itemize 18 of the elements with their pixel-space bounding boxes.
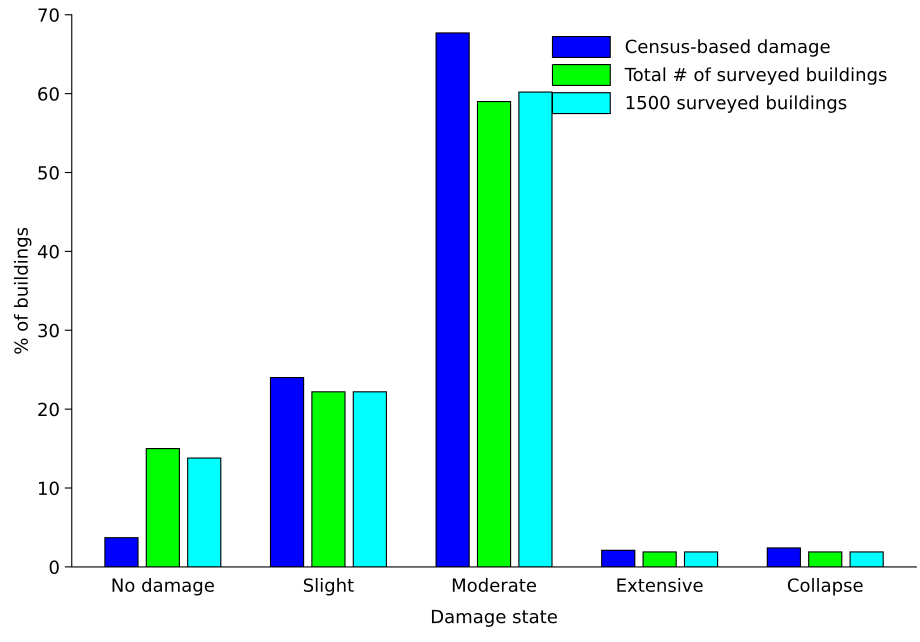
x-tick-label: Moderate (452, 578, 536, 592)
y-tick-label: 60 (38, 87, 59, 101)
x-tick-label: Extensive (617, 578, 703, 592)
legend-label: 1500 surveyed buildings (626, 95, 846, 113)
x-tick-label: Collapse (788, 578, 863, 596)
x-tick-label: Slight (304, 578, 354, 596)
x-axis-title: Damage state (432, 610, 557, 627)
y-tick-label: 0 (50, 560, 59, 574)
y-tick-label: 70 (38, 8, 59, 22)
y-tick-label: 40 (38, 244, 59, 259)
y-tick-label: 50 (38, 166, 59, 180)
legend-label: Census-based damage (626, 39, 830, 57)
y-tick-label: 20 (38, 402, 59, 416)
x-tick-label: No damage (112, 578, 214, 596)
y-axis-title: % of buildings (14, 228, 32, 354)
y-tick-label: 30 (38, 324, 59, 338)
legend-label: Total # of surveyed buildings (624, 67, 887, 85)
y-tick-label: 10 (38, 481, 59, 496)
